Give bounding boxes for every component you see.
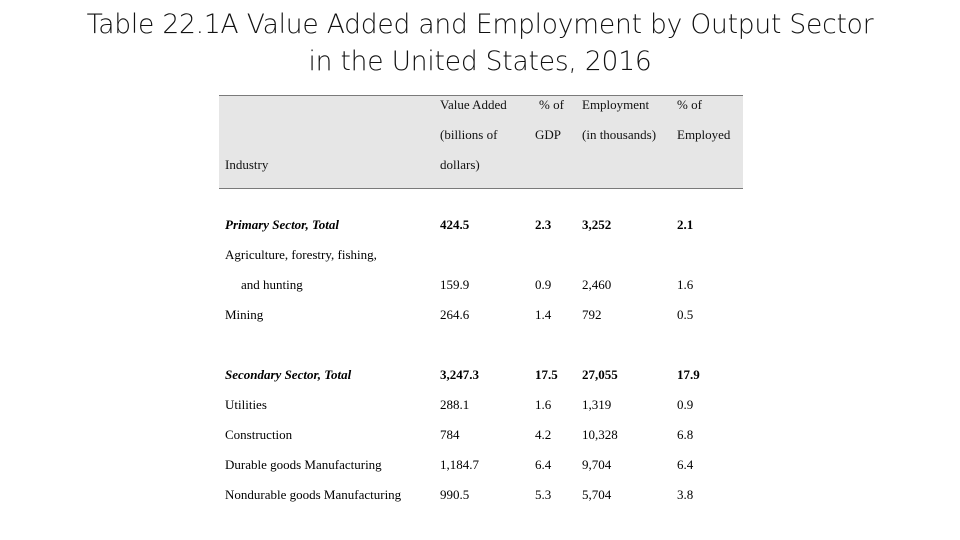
header-pct-employed-line-2: Employed bbox=[677, 127, 731, 142]
cell-employment: 3,252 bbox=[582, 217, 612, 232]
header-pct-gdp-line-1: % of bbox=[539, 97, 564, 112]
cell-employment: 27,055 bbox=[582, 367, 618, 382]
cell-pct-gdp: 2.3 bbox=[535, 217, 552, 232]
cell-employment: 2,460 bbox=[582, 277, 612, 292]
cell-pct-employed: 0.9 bbox=[677, 397, 694, 412]
slide-title-line-1: Table 22.1A Value Added and Employment b… bbox=[86, 9, 874, 40]
cell-value-added: 159.9 bbox=[440, 277, 470, 292]
cell-pct-gdp: 17.5 bbox=[535, 367, 558, 382]
cell-value-added: 424.5 bbox=[440, 217, 470, 232]
cell-pct-employed: 2.1 bbox=[677, 217, 694, 232]
cell-pct-gdp: 1.4 bbox=[535, 307, 552, 322]
cell-value-added: 264.6 bbox=[440, 307, 470, 322]
data-table: Industry Value Added (billions of dollar… bbox=[219, 95, 743, 515]
cell-value-added: 288.1 bbox=[440, 397, 470, 412]
cell-pct-employed: 6.4 bbox=[677, 457, 694, 472]
cell-industry: Utilities bbox=[225, 397, 267, 412]
slide-title: Table 22.1A Value Added and Employment b… bbox=[0, 6, 960, 80]
header-industry: Industry bbox=[225, 157, 269, 172]
cell-value-added: 1,184.7 bbox=[440, 457, 479, 472]
slide-title-line-2: in the United States, 2016 bbox=[308, 46, 652, 77]
cell-pct-gdp: 1.6 bbox=[535, 397, 552, 412]
cell-industry: Construction bbox=[225, 427, 293, 442]
cell-pct-employed: 3.8 bbox=[677, 487, 694, 502]
cell-employment: 1,319 bbox=[582, 397, 612, 412]
cell-pct-employed: 1.6 bbox=[677, 277, 694, 292]
cell-industry: Durable goods Manufacturing bbox=[225, 457, 382, 472]
cell-pct-employed: 6.8 bbox=[677, 427, 694, 442]
cell-industry: Nondurable goods Manufacturing bbox=[225, 487, 402, 502]
cell-industry: and hunting bbox=[241, 277, 303, 292]
cell-value-added: 784 bbox=[440, 427, 460, 442]
cell-value-added: 990.5 bbox=[440, 487, 470, 502]
cell-pct-gdp: 5.3 bbox=[535, 487, 552, 502]
header-value-added-line-3: dollars) bbox=[440, 157, 480, 172]
cell-pct-employed: 17.9 bbox=[677, 367, 700, 382]
cell-pct-gdp: 4.2 bbox=[535, 427, 552, 442]
cell-employment: 10,328 bbox=[582, 427, 618, 442]
cell-pct-gdp: 6.4 bbox=[535, 457, 552, 472]
cell-industry: Secondary Sector, Total bbox=[225, 367, 352, 382]
header-employment-line-1: Employment bbox=[582, 97, 650, 112]
header-employment-line-2: (in thousands) bbox=[582, 127, 657, 142]
header-value-added-line-1: Value Added bbox=[440, 97, 507, 112]
cell-employment: 9,704 bbox=[582, 457, 612, 472]
cell-employment: 792 bbox=[582, 307, 602, 322]
cell-employment: 5,704 bbox=[582, 487, 612, 502]
cell-pct-employed: 0.5 bbox=[677, 307, 694, 322]
cell-industry: Agriculture, forestry, fishing, bbox=[225, 247, 377, 262]
cell-industry: Primary Sector, Total bbox=[225, 217, 339, 232]
header-value-added-line-2: (billions of bbox=[440, 127, 498, 142]
header-pct-employed-line-1: % of bbox=[677, 97, 702, 112]
header-pct-gdp-line-2: GDP bbox=[535, 127, 562, 142]
table-header bbox=[219, 95, 743, 189]
cell-industry: Mining bbox=[225, 307, 264, 322]
cell-value-added: 3,247.3 bbox=[440, 367, 479, 382]
cell-pct-gdp: 0.9 bbox=[535, 277, 552, 292]
